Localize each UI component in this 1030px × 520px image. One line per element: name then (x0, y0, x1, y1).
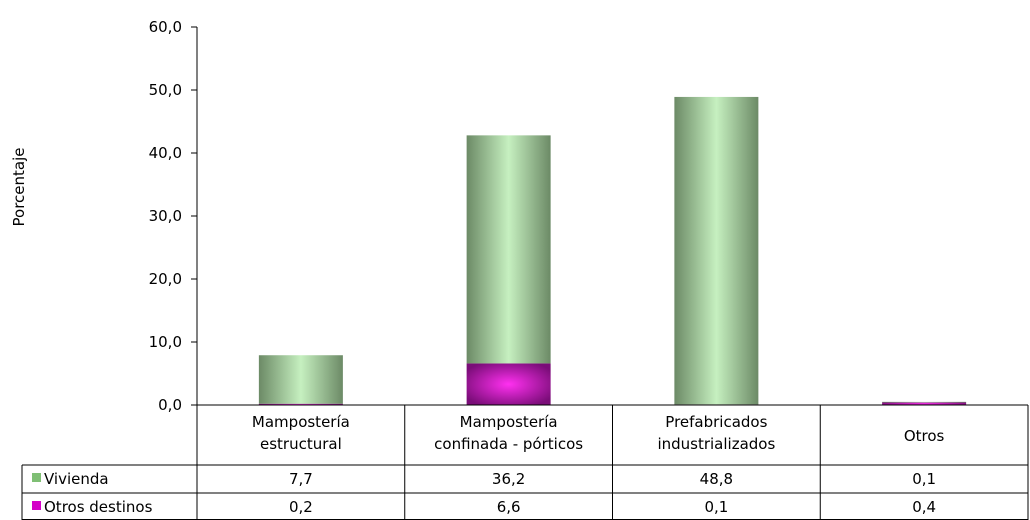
data-label: 7,7 (289, 470, 313, 488)
category-label: Mampostería (460, 413, 558, 431)
bar-otros-destinos (882, 402, 967, 405)
legend-swatch (32, 501, 41, 510)
y-tick-label: 20,0 (149, 270, 182, 288)
legend-label: Otros destinos (44, 498, 153, 516)
category-label: estructural (260, 435, 342, 453)
y-tick-label: 30,0 (149, 207, 182, 225)
y-tick-label: 50,0 (149, 81, 182, 99)
data-label: 0,2 (289, 498, 313, 516)
category-label: Mampostería (252, 413, 350, 431)
bar-layer (258, 96, 967, 405)
bar-otros-destinos (258, 403, 343, 405)
data-label: 0,4 (912, 498, 936, 516)
bar-vivienda (882, 401, 967, 403)
category-label: confinada - pórticos (434, 435, 583, 453)
bar-otros-destinos (466, 363, 551, 405)
category-label: Prefabricados (665, 413, 767, 431)
data-label: 6,6 (497, 498, 521, 516)
y-tick-label: 40,0 (149, 144, 182, 162)
data-label: 0,1 (704, 498, 728, 516)
y-axis-ticks: 0,0 10,0 20,0 30,0 40,0 50,0 60,0 (149, 18, 197, 414)
y-tick-label: 0,0 (158, 396, 182, 414)
bar-vivienda (674, 96, 759, 405)
category-label: Otros (904, 427, 945, 445)
y-tick-label: 10,0 (149, 333, 182, 351)
data-label: 36,2 (492, 470, 525, 488)
bar-vivienda (258, 355, 343, 404)
data-label: 0,1 (912, 470, 936, 488)
category-label: industrializados (657, 435, 775, 453)
legend-label: Vivienda (44, 470, 109, 488)
data-table: Mampostería estructural Mampostería confina… (21, 404, 1029, 520)
data-label: 48,8 (700, 470, 733, 488)
legend-swatch (32, 473, 41, 482)
bar-vivienda (466, 135, 551, 364)
y-axis-title: Porcentaje (10, 148, 28, 227)
y-tick-label: 60,0 (149, 18, 182, 36)
